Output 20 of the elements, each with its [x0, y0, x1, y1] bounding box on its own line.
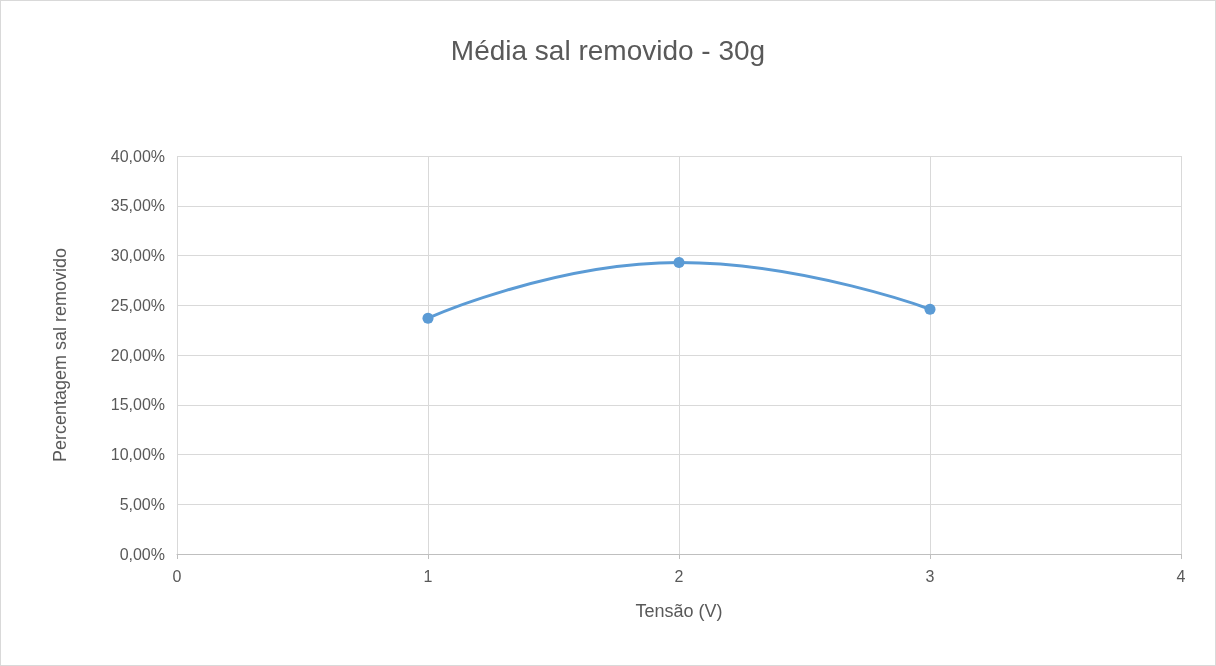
point	[422, 312, 434, 324]
chart-title: Média sal removido - 30g	[450, 34, 766, 66]
x-tick-label: 4	[1176, 567, 1186, 585]
y-tick-label: 25,00%	[110, 296, 165, 314]
y-tick-label: 15,00%	[110, 396, 165, 414]
x-tick-label: 3	[925, 567, 935, 585]
y-tick-label: 35,00%	[110, 197, 165, 215]
y-tick-label: 30,00%	[110, 247, 165, 264]
x-tick-label: 1	[423, 567, 433, 585]
y-tick-label: 20,00%	[110, 346, 165, 364]
x-tick-label: 0	[172, 567, 182, 585]
point	[673, 256, 685, 268]
y-tick-label: 10,00%	[110, 446, 165, 463]
x-tick-label: 2	[674, 567, 684, 585]
point	[924, 303, 936, 315]
y-tick-label: 0,00%	[119, 545, 165, 563]
y-tick-label: 40,00%	[110, 147, 165, 165]
y-axis-title: Percentagem sal removido	[50, 247, 70, 463]
x-axis-title: Tensão (V)	[635, 601, 723, 621]
y-tick-label: 5,00%	[119, 495, 165, 513]
